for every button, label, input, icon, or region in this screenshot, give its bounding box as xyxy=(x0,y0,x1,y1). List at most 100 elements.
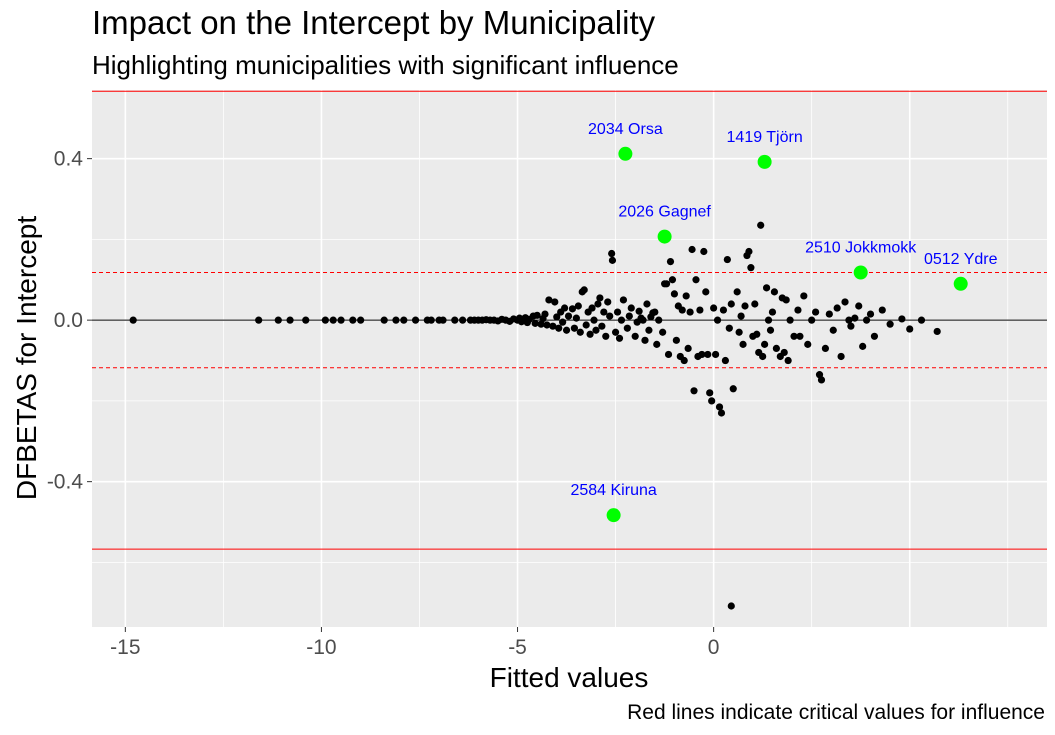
data-point xyxy=(286,316,294,324)
data-point xyxy=(662,280,671,288)
data-point xyxy=(678,306,686,314)
x-tick-label: -10 xyxy=(306,636,336,659)
data-point xyxy=(392,316,400,324)
data-point xyxy=(576,328,584,336)
data-point xyxy=(549,322,557,330)
data-point xyxy=(672,336,680,344)
data-point xyxy=(606,312,614,320)
data-point xyxy=(878,306,886,314)
data-point xyxy=(608,249,616,258)
data-point xyxy=(598,322,606,330)
data-point xyxy=(751,300,759,308)
data-point xyxy=(855,302,863,310)
data-point xyxy=(562,326,571,334)
data-point xyxy=(723,255,731,264)
highlight-point xyxy=(606,508,621,523)
highlight-label: 2584 Kiruna xyxy=(570,482,656,499)
data-point xyxy=(274,316,282,324)
data-point xyxy=(337,316,345,324)
data-point xyxy=(543,321,551,329)
data-point xyxy=(866,310,875,318)
highlight-point xyxy=(657,229,672,244)
data-point xyxy=(782,296,790,304)
x-tick-label: -15 xyxy=(110,636,140,659)
data-point xyxy=(772,344,780,353)
data-point xyxy=(670,290,679,298)
chart-title: Impact on the Intercept by Municipality xyxy=(92,4,656,41)
highlight-label: 0512 Ydre xyxy=(924,251,998,268)
data-point xyxy=(411,316,420,324)
y-tick-label: 0.0 xyxy=(54,309,83,332)
data-point xyxy=(768,308,777,316)
data-point xyxy=(592,326,600,334)
data-point xyxy=(604,298,612,306)
highlight-label: 2510 Jokkmokk xyxy=(805,239,917,256)
data-point xyxy=(255,316,263,324)
highlight-point xyxy=(853,265,868,280)
data-point xyxy=(729,385,737,393)
data-point xyxy=(851,314,859,322)
data-point xyxy=(586,330,594,338)
data-point xyxy=(459,316,467,324)
data-point xyxy=(759,352,767,361)
data-point xyxy=(837,352,845,361)
highlight-point xyxy=(618,146,633,161)
data-point xyxy=(710,304,718,312)
data-point xyxy=(631,332,639,340)
axes: -15 -10 -5 0 -0.4 0.0 0.4 xyxy=(47,148,720,659)
data-point xyxy=(568,305,577,313)
data-point xyxy=(639,316,647,324)
data-point xyxy=(680,356,688,365)
data-point xyxy=(698,350,706,359)
data-point xyxy=(613,308,622,316)
data-point xyxy=(580,286,588,294)
data-point xyxy=(727,300,735,308)
data-point xyxy=(841,298,849,306)
data-point xyxy=(574,302,582,310)
data-point xyxy=(600,308,608,316)
data-point xyxy=(588,304,596,312)
data-point xyxy=(666,257,675,266)
data-point xyxy=(427,316,435,324)
data-point xyxy=(847,322,855,330)
highlight-point xyxy=(953,276,968,291)
data-point xyxy=(757,221,765,229)
data-point xyxy=(737,312,745,320)
y-axis-label: DFBETAS for Intercept xyxy=(11,216,42,500)
data-point xyxy=(704,350,712,359)
data-point xyxy=(553,313,561,321)
data-point xyxy=(602,332,610,340)
data-point xyxy=(764,316,773,324)
data-point xyxy=(741,302,749,310)
chart-caption: Red lines indicate critical values for i… xyxy=(627,701,1045,724)
data-point xyxy=(700,247,708,256)
data-point xyxy=(713,316,722,324)
x-tick-label: 0 xyxy=(708,636,720,659)
data-point xyxy=(692,276,700,284)
data-point xyxy=(590,316,598,324)
data-point xyxy=(664,350,673,359)
y-tick-label: -0.4 xyxy=(47,471,84,494)
data-point xyxy=(761,340,769,348)
data-point xyxy=(733,288,741,296)
data-point xyxy=(845,316,853,324)
data-point xyxy=(870,332,879,340)
data-point xyxy=(833,304,841,312)
data-point xyxy=(702,288,710,296)
data-point xyxy=(706,389,714,397)
y-tick-label: 0.4 xyxy=(54,148,84,171)
data-point xyxy=(545,296,553,304)
x-axis-label: Fitted values xyxy=(490,662,649,693)
data-point xyxy=(302,316,310,324)
data-point xyxy=(735,328,743,336)
data-point xyxy=(537,320,545,328)
data-point xyxy=(129,316,137,324)
data-point xyxy=(615,334,624,342)
data-point xyxy=(625,312,633,320)
data-point xyxy=(784,356,792,365)
data-point xyxy=(321,316,329,324)
data-point xyxy=(400,316,408,324)
x-tick-label: -5 xyxy=(508,636,527,659)
highlight-label: 2026 Gagnef xyxy=(618,204,711,221)
